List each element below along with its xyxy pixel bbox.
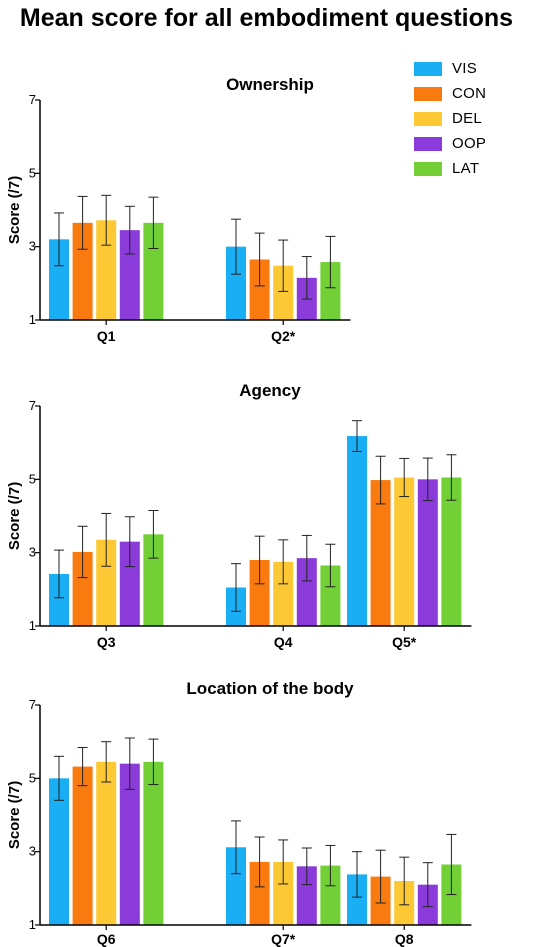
bar-con-q2 (249, 259, 270, 320)
bar-oop-q7 (296, 866, 317, 925)
chart-title: Mean score for all embodiment questions (19, 4, 514, 32)
bar-vis-q7 (226, 847, 246, 925)
legend-item-vis: VIS (414, 56, 486, 81)
bar-con-q1 (72, 222, 93, 320)
x-tick-label: Q6 (97, 931, 116, 947)
legend-swatch (414, 61, 442, 76)
x-tick-label: Q3 (97, 634, 116, 650)
bar-vis-q5 (347, 436, 367, 626)
y-tick-label: 3 (29, 545, 36, 560)
bar-lat-q5 (441, 477, 462, 626)
bar-oop-q4 (296, 558, 317, 626)
bar-lat-q3 (143, 534, 164, 626)
x-tick-label: Q7* (271, 931, 296, 947)
y-tick-label: 1 (29, 312, 36, 327)
legend-item-del: DEL (414, 106, 486, 131)
legend-item-oop: OOP (414, 131, 486, 156)
x-tick-label: Q4 (274, 634, 293, 650)
x-tick-label: Q5* (392, 634, 417, 650)
bar-oop-q5 (417, 479, 438, 626)
y-tick-label: 7 (29, 398, 36, 413)
legend-item-con: CON (414, 81, 486, 106)
y-tick-label: 1 (29, 618, 36, 633)
bar-vis-q8 (347, 874, 367, 925)
panel-1: Agency Score (/7) 1 3 5 7 Q3 Q4 Q5* (6, 381, 472, 650)
bar-del-q6 (96, 761, 117, 925)
bar-del-q7 (273, 861, 294, 925)
bar-del-q3 (96, 539, 117, 626)
x-tick-label: Q1 (97, 328, 116, 344)
bar-con-q3 (72, 551, 93, 626)
legend-label: OOP (452, 135, 487, 152)
y-tick-label: 5 (29, 471, 36, 486)
bar-con-q5 (370, 480, 391, 626)
bar-lat-q1 (143, 222, 164, 320)
y-tick-label: 1 (29, 917, 36, 932)
y-tick-label: 5 (29, 165, 36, 180)
panel-title: Location of the body (186, 679, 354, 698)
legend: VIS CON DEL OOP LAT (414, 56, 486, 181)
legend-label: DEL (452, 110, 483, 127)
panel-title: Agency (239, 381, 301, 400)
bar-con-q6 (72, 766, 93, 925)
legend-label: CON (452, 85, 487, 102)
bar-vis-q6 (49, 778, 69, 925)
bar-oop-q1 (119, 230, 140, 320)
bar-lat-q4 (320, 565, 341, 626)
y-tick-label: 7 (29, 697, 36, 712)
x-tick-label: Q8 (395, 931, 414, 947)
bar-del-q2 (273, 265, 294, 320)
y-tick-label: 3 (29, 239, 36, 254)
bar-vis-q1 (49, 239, 69, 320)
bar-lat-q6 (143, 761, 164, 925)
bar-vis-q2 (226, 246, 246, 320)
legend-swatch (414, 86, 442, 101)
y-axis-label: Score (/7) (6, 482, 23, 550)
y-axis-label: Score (/7) (6, 176, 23, 244)
legend-swatch (414, 136, 442, 151)
bar-lat-q2 (320, 262, 341, 320)
panel-0: Ownership Score (/7) 1 3 5 7 Q1 Q2* (6, 75, 351, 344)
panel-2: Location of the body Score (/7) 1 3 5 7 Q6 Q7* Q… (6, 679, 472, 947)
bar-oop-q6 (119, 763, 140, 925)
bar-lat-q7 (320, 865, 341, 925)
bar-del-q4 (273, 561, 294, 626)
panel-title: Ownership (226, 75, 314, 94)
legend-swatch (414, 161, 442, 176)
legend-label: VIS (452, 60, 478, 77)
bar-vis-q3 (49, 573, 69, 626)
y-axis-label: Score (/7) (6, 781, 23, 849)
legend-swatch (414, 111, 442, 126)
x-tick-label: Q2* (271, 328, 296, 344)
bar-del-q5 (394, 477, 415, 626)
y-tick-label: 7 (29, 92, 36, 107)
bar-con-q4 (249, 560, 270, 626)
bar-con-q7 (249, 861, 270, 925)
legend-label: LAT (452, 160, 480, 177)
bar-oop-q3 (119, 541, 140, 626)
y-tick-label: 5 (29, 770, 36, 785)
y-tick-label: 3 (29, 844, 36, 859)
legend-item-lat: LAT (414, 156, 486, 181)
